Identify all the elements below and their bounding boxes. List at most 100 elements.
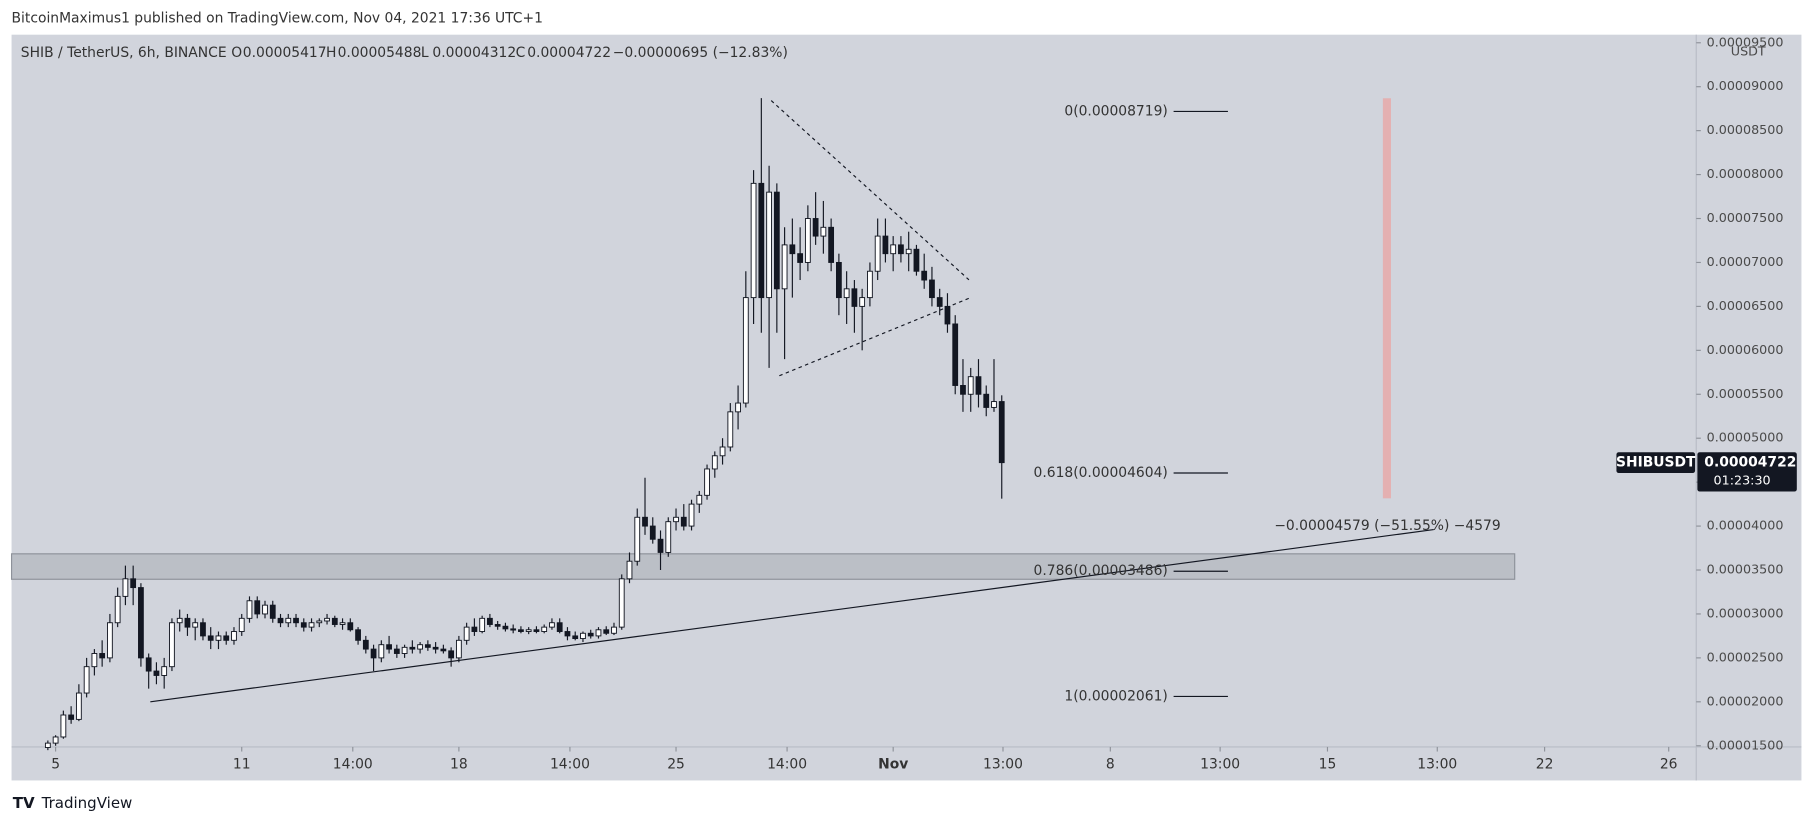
y-tick-label: 0.00001500 (1707, 737, 1784, 752)
y-tick-label: 0.00005000 (1707, 430, 1784, 445)
candle-body (378, 644, 385, 659)
candle-body (75, 692, 82, 720)
candle-body (611, 626, 617, 634)
candle-body (262, 604, 268, 615)
legend-value: 0.00005417 (243, 45, 327, 61)
x-tick-label: 5 (51, 756, 60, 772)
candle-body (401, 646, 408, 654)
candle-body (300, 622, 307, 628)
candle-body (223, 635, 230, 641)
candle-body (254, 600, 261, 615)
legend-change: −0.00000695 (−12.83%) (613, 45, 788, 61)
last-price-box (1697, 452, 1797, 492)
candle-body (983, 393, 990, 408)
y-tick-label: 0.00004000 (1707, 518, 1784, 533)
measure-label: −0.00004579 (−51.55%) −4579 (1274, 518, 1500, 534)
candle-body (773, 191, 780, 290)
candle-body (719, 446, 726, 457)
candle-body (828, 226, 835, 263)
x-tick-label: 22 (1536, 756, 1554, 772)
x-tick-label: 13:00 (1200, 756, 1240, 772)
candle-body (665, 521, 672, 553)
candle-body (192, 622, 199, 628)
y-tick-label: 0.00005500 (1707, 386, 1784, 401)
candle-body (238, 617, 245, 632)
fib-label: 0.786(0.00003486) (1034, 563, 1168, 579)
candle-body (502, 625, 509, 630)
candle-body (882, 235, 889, 255)
candle-body (448, 650, 455, 659)
candle-body (207, 635, 214, 641)
candle-body (564, 631, 571, 637)
plot-area (10, 98, 1516, 703)
candle-body (176, 617, 183, 624)
y-tick-label: 0.00007500 (1707, 210, 1784, 225)
candle-body (735, 402, 741, 413)
candle-body (153, 670, 160, 676)
candle-body (161, 666, 168, 676)
candle-body (277, 617, 284, 624)
x-tick-label: 18 (450, 756, 468, 772)
support-zone (10, 553, 1516, 580)
fib-label: 0.618(0.00004604) (1034, 465, 1168, 481)
candle-body (549, 622, 555, 628)
legend-key: L (421, 45, 429, 61)
candle-body (479, 617, 486, 632)
y-tick-label: 0.00006000 (1707, 342, 1784, 357)
candle-body (138, 587, 144, 659)
candle-body (518, 629, 524, 632)
candle-body (642, 516, 648, 527)
x-tick-label: 25 (667, 756, 685, 772)
candle-body (316, 620, 323, 624)
candle-body (991, 401, 997, 408)
candle-body (60, 714, 67, 738)
legend-key: H (326, 45, 336, 61)
legend-value: 0.00005488 (338, 45, 422, 61)
candle-body (750, 182, 757, 299)
candle-body (533, 629, 540, 632)
candle-body (952, 323, 959, 386)
candle-body (859, 297, 866, 307)
candle-body (696, 494, 703, 505)
legend-key: O (231, 45, 242, 61)
x-tick-label: Nov (878, 756, 908, 772)
x-tick-label: 13:00 (1417, 756, 1457, 772)
candle-body (626, 560, 633, 580)
fib-label: 1(0.00002061) (1064, 688, 1167, 704)
candle-body (541, 626, 548, 632)
y-tick-label: 0.00007000 (1707, 254, 1784, 269)
candle-body (455, 639, 462, 659)
candle-body (525, 629, 532, 632)
x-tick-label: 13:00 (983, 756, 1023, 772)
candle-body (812, 218, 819, 237)
candle-body (673, 516, 679, 523)
candle-body (324, 617, 330, 622)
candle-body (417, 644, 423, 650)
last-price-label: 0.00004722 (1704, 455, 1796, 471)
candle-body (929, 279, 935, 299)
candle-body (998, 401, 1005, 464)
candle-body (711, 455, 718, 470)
candle-body (145, 657, 152, 672)
candle-body (820, 226, 827, 237)
candle-body (471, 626, 478, 632)
candle-body (68, 714, 75, 720)
header-legend: SHIB / TetherUS, 6h, BINANCE O 0.00005417… (21, 45, 788, 61)
candle-body (921, 270, 928, 281)
candle-body (409, 646, 416, 650)
y-tick-label: 0.00002000 (1707, 693, 1784, 708)
candle-body (184, 617, 191, 628)
candle-body (44, 742, 51, 748)
trend-line (150, 528, 1434, 703)
triangle-upper (770, 100, 970, 281)
candle-body (975, 376, 982, 395)
candle-body (874, 235, 881, 272)
y-tick-label: 0.00009000 (1707, 78, 1784, 93)
candle-body (91, 653, 98, 668)
candle-body (107, 622, 113, 659)
publisher: BitcoinMaximus1 published on TradingView… (12, 10, 543, 26)
candle-body (130, 578, 137, 589)
candle-body (114, 595, 121, 624)
candle-body (285, 617, 292, 624)
x-tick-label: 8 (1106, 756, 1115, 772)
